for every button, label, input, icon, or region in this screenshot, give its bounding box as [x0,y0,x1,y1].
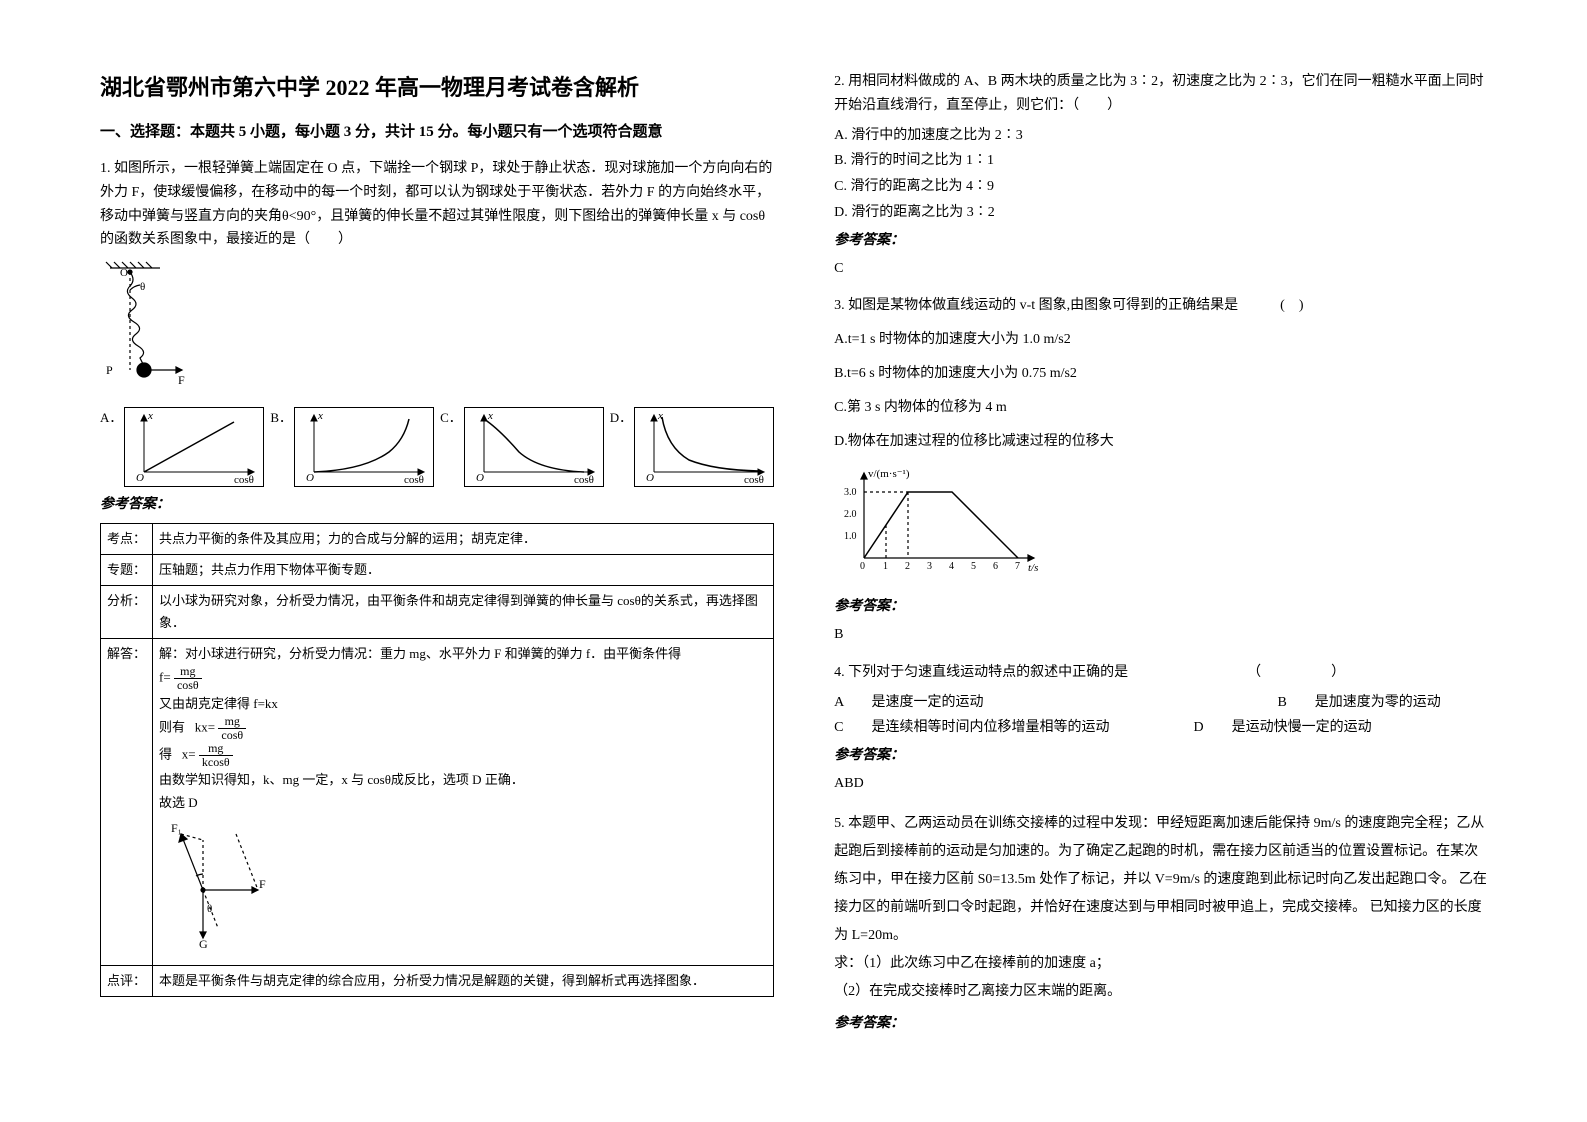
q4-stem: 4. 下列对于匀速直线运动特点的叙述中正确的是 （ ） [834,661,1487,685]
opt-d-graph: x O cosθ [634,407,774,487]
left-column: 湖北省鄂州市第六中学 2022 年高一物理月考试卷含解析 一、选择题：本题共 5… [100,70,774,1052]
q4-opts-row2: C 是连续相等时间内位移增量相等的运动 D 是运动快慢一定的运动 [834,716,1487,740]
svg-text:cosθ: cosθ [234,474,254,486]
svg-text:3.0: 3.0 [844,487,857,498]
fraction: mgcosθ [218,715,246,742]
svg-text:0: 0 [860,561,865,572]
svg-text:3: 3 [927,561,932,572]
q5-stem-p1: 5. 本题甲、乙两运动员在训练交接棒的过程中发现：甲经短距离加速后能保持 9m/… [834,810,1487,950]
q3-answer: B [834,623,1487,647]
exam-title: 湖北省鄂州市第六中学 2022 年高一物理月考试卷含解析 [100,70,774,102]
question-2: 2. 用相同材料做成的 A、B 两木块的质量之比为 3∶2，初速度之比为 2∶3… [834,70,1487,280]
q3-opt-b: B.t=6 s 时物体的加速度大小为 0.75 m/s2 [834,362,1487,386]
svg-text:2.0: 2.0 [844,509,857,520]
label-O: O [120,267,128,279]
svg-text:4: 4 [949,561,954,572]
svg-text:v/(m·s⁻¹): v/(m·s⁻¹) [868,468,910,480]
svg-text:1.0: 1.0 [844,531,857,542]
q3-opt-d: D.物体在加速过程的位移比减速过程的位移大 [834,430,1487,454]
q3-vt-chart: 1.0 2.0 3.0 0 1 2 3 4 5 6 7 t/s v/(m·s⁻¹… [834,463,1487,587]
svg-text:cosθ: cosθ [744,474,764,486]
label-F: F [178,373,185,387]
table-row: 点评： 本题是平衡条件与胡克定律的综合应用，分析受力情况是解题的关键，得到解析式… [101,965,774,996]
q2-opt-d: D. 滑行的距离之比为 3∶2 [834,201,1487,225]
q2-answer: C [834,257,1487,281]
label-theta: θ [140,281,145,293]
q1-opt-d: D． x O cosθ [610,407,774,487]
svg-text:x: x [487,410,493,422]
table-row: 专题： 压轴题；共点力作用下物体平衡专题． [101,554,774,585]
section-1-head: 一、选择题：本题共 5 小题，每小题 3 分，共计 15 分。每小题只有一个选项… [100,120,774,141]
svg-text:O: O [136,472,144,484]
q1-ans-label: 参考答案： [100,493,774,517]
svg-text:O: O [476,472,484,484]
svg-text:6: 6 [993,561,998,572]
svg-text:cosθ: cosθ [404,474,424,486]
svg-text:F: F [259,877,266,891]
fraction: mgkcosθ [199,742,233,769]
svg-text:t/s: t/s [1028,562,1038,574]
svg-text:O: O [646,472,654,484]
label-P: P [106,363,113,377]
question-3: 3. 如图是某物体做直线运动的 v-t 图象,由图象可得到的正确结果是 ( ) … [834,294,1487,646]
question-1: 1. 如图所示，一根轻弹簧上端固定在 O 点，下端拴一个钢球 P，球处于静止状态… [100,157,774,997]
opt-a-graph: x O cosθ [124,407,264,487]
q1-stem: 1. 如图所示，一根轻弹簧上端固定在 O 点，下端拴一个钢球 P，球处于静止状态… [100,157,774,252]
table-row: 分析： 以小球为研究对象，分析受力情况，由平衡条件和胡克定律得到弹簧的伸长量与 … [101,585,774,638]
q3-stem: 3. 如图是某物体做直线运动的 v-t 图象,由图象可得到的正确结果是 ( ) [834,294,1487,318]
question-5: 5. 本题甲、乙两运动员在训练交接棒的过程中发现：甲经短距离加速后能保持 9m/… [834,810,1487,1038]
svg-text:cosθ: cosθ [574,474,594,486]
q5-ans-label: 参考答案： [834,1010,1487,1038]
svg-text:x: x [657,410,663,422]
svg-text:x: x [317,410,323,422]
q1-force-diagram: F₁ F G θ [163,820,767,957]
svg-text:F₁: F₁ [171,821,182,835]
q1-options: A． x O cosθ B． [100,407,774,487]
fraction: mgcosθ [174,665,202,692]
opt-c-graph: x O cosθ [464,407,604,487]
table-row: 考点： 共点力平衡的条件及其应用；力的合成与分解的运用；胡克定律． [101,523,774,554]
question-4: 4. 下列对于匀速直线运动特点的叙述中正确的是 （ ） A 是速度一定的运动 B… [834,661,1487,796]
svg-text:2: 2 [905,561,910,572]
svg-text:7: 7 [1015,561,1020,572]
q2-opt-c: C. 滑行的距离之比为 4∶9 [834,175,1487,199]
svg-text:O: O [306,472,314,484]
q1-opt-b: B． x O cosθ [270,407,434,487]
q1-diagram: O θ P F [100,260,774,399]
table-row: 解答： 解：对小球进行研究，分析受力情况：重力 mg、水平外力 F 和弹簧的弹力… [101,639,774,966]
right-column: 2. 用相同材料做成的 A、B 两木块的质量之比为 3∶2，初速度之比为 2∶3… [834,70,1487,1052]
q3-opt-a: A.t=1 s 时物体的加速度大小为 1.0 m/s2 [834,328,1487,352]
q2-stem: 2. 用相同材料做成的 A、B 两木块的质量之比为 3∶2，初速度之比为 2∶3… [834,70,1487,118]
q5-stem-p2: 求：（1）此次练习中乙在接棒前的加速度 a； [834,950,1487,978]
opt-b-graph: x O cosθ [294,407,434,487]
q5-stem-p3: （2）在完成交接棒时乙离接力区末端的距离。 [834,978,1487,1006]
q1-solution-table: 考点： 共点力平衡的条件及其应用；力的合成与分解的运用；胡克定律． 专题： 压轴… [100,523,774,997]
q4-answer: ABD [834,772,1487,796]
q4-ans-label: 参考答案： [834,744,1487,768]
svg-text:1: 1 [883,561,888,572]
svg-text:5: 5 [971,561,976,572]
q1-opt-a: A． x O cosθ [100,407,264,487]
svg-text:θ: θ [207,903,212,915]
q2-ans-label: 参考答案： [834,229,1487,253]
q4-opts-row1: A 是速度一定的运动 B 是加速度为零的运动 [834,691,1487,715]
q2-opt-b: B. 滑行的时间之比为 1∶1 [834,149,1487,173]
svg-text:G: G [199,937,208,950]
q1-solution-body: 解：对小球进行研究，分析受力情况：重力 mg、水平外力 F 和弹簧的弹力 f．由… [153,639,774,966]
q2-opt-a: A. 滑行中的加速度之比为 2∶3 [834,124,1487,148]
svg-text:x: x [147,410,153,422]
q1-opt-c: C． x O cosθ [440,407,604,487]
q3-ans-label: 参考答案： [834,595,1487,619]
q3-opt-c: C.第 3 s 内物体的位移为 4 m [834,396,1487,420]
